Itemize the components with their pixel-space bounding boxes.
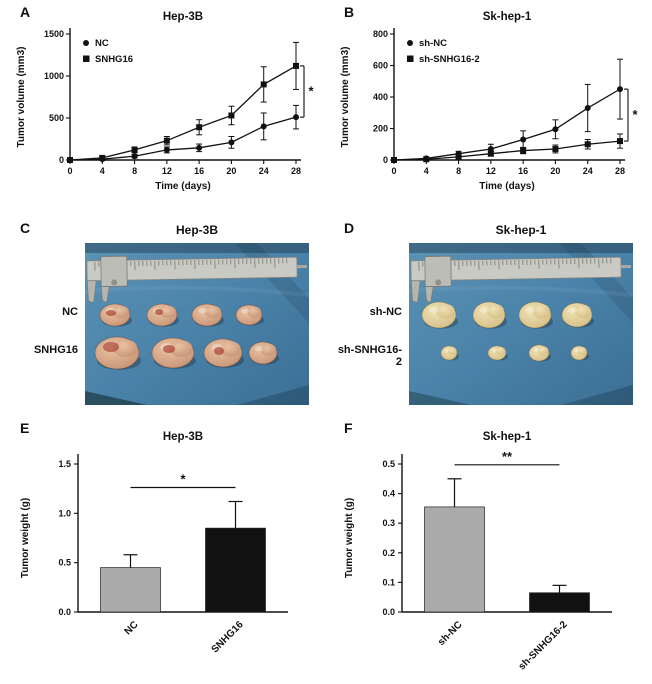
tumor-photo-skhep1 [409,243,633,405]
panel-e-letter: E [20,420,30,436]
svg-text:8: 8 [456,166,461,176]
svg-text:12: 12 [162,166,172,176]
svg-text:8: 8 [132,166,137,176]
svg-text:NC: NC [123,619,141,637]
svg-text:1.5: 1.5 [58,459,71,469]
panel-c-title: Hep-3B [175,223,218,237]
svg-text:0.2: 0.2 [382,548,395,558]
bar-chart-skhep1-tumor-weight: Sk-hep-1 0.0 0.1 0.2 0.3 0.4 0.5 Tumor weight (… [344,431,612,672]
line-chart-hep3b-tumor-volume: Hep-3B 0 500 1000 1500 0 4 8 12 16 20 24 28 Time (day… [16,11,314,192]
svg-text:28: 28 [291,166,301,176]
svg-text:0.1: 0.1 [382,577,395,587]
svg-text:600: 600 [373,61,388,71]
panel-a-letter: A [20,4,31,20]
svg-text:SNHG16: SNHG16 [210,619,246,655]
svg-text:1500: 1500 [44,29,64,39]
svg-text:16: 16 [518,166,528,176]
svg-text:Tumor volume (mm3): Tumor volume (mm3) [340,47,351,148]
panel-d: D Sk-hep-1 sh-NC sh-SNHG16-2 [336,220,640,416]
svg-text:0: 0 [391,166,396,176]
svg-text:0: 0 [383,155,388,165]
svg-text:200: 200 [373,124,388,134]
panel-c-letter: C [20,220,31,236]
svg-text:Tumor weight (g): Tumor weight (g) [20,498,31,578]
svg-text:400: 400 [373,92,388,102]
svg-text:**: ** [502,449,513,464]
svg-text:1000: 1000 [44,71,64,81]
panel-b-letter: B [344,4,355,20]
svg-text:sh-SNHG16-2: sh-SNHG16-2 [419,54,480,65]
svg-text:0.4: 0.4 [382,489,395,499]
svg-text:16: 16 [194,166,204,176]
svg-text:0.3: 0.3 [382,518,395,528]
bar-chart-hep3b-tumor-weight: Hep-3B 0.0 0.5 1.0 1.5 Tumor weight (g) NC SNHG… [20,431,288,655]
panel-f-letter: F [344,420,353,436]
svg-text:4: 4 [100,166,105,176]
svg-text:0.5: 0.5 [382,459,395,469]
svg-text:Tumor volume (mm3): Tumor volume (mm3) [16,47,27,148]
tumor-row-label-snhg16: SNHG16 [33,344,78,356]
svg-text:4: 4 [424,166,429,176]
svg-text:NC: NC [95,38,109,49]
svg-text:*: * [308,84,314,99]
svg-text:500: 500 [49,113,64,123]
panel-f: F Sk-hep-1 0.0 0.1 0.2 0.3 0.4 0.5 Tumor weight… [336,420,640,682]
svg-text:Time (days): Time (days) [155,181,210,192]
svg-text:12: 12 [486,166,496,176]
tumor-row-label-nc: NC [62,306,78,318]
svg-text:20: 20 [226,166,236,176]
svg-text:*: * [632,107,638,122]
svg-text:0.0: 0.0 [58,607,71,617]
panel-b: B Sk-hep-1 0 200 400 600 800 0 4 8 12 16 20 24 28 Time… [336,4,640,218]
svg-text:Tumor weight (g): Tumor weight (g) [344,498,355,578]
svg-text:Time (days): Time (days) [479,181,534,192]
svg-text:1.0: 1.0 [58,508,71,518]
line-chart-skhep1-tumor-volume: Sk-hep-1 0 200 400 600 800 0 4 8 12 16 20 24 28 Time (… [340,11,638,192]
svg-text:0: 0 [67,166,72,176]
svg-text:0: 0 [59,155,64,165]
svg-text:*: * [180,471,186,486]
tumor-row-label-sh-snhg16-2: sh-SNHG16-2 [337,344,402,368]
svg-text:24: 24 [259,166,269,176]
tumor-photo-skhep1-svg [409,243,633,405]
panel-d-letter: D [344,220,355,236]
svg-text:24: 24 [583,166,593,176]
svg-text:Hep-3B: Hep-3B [163,431,203,443]
svg-text:SNHG16: SNHG16 [95,54,133,65]
svg-text:800: 800 [373,29,388,39]
svg-text:Sk-hep-1: Sk-hep-1 [483,431,532,443]
panel-a: A Hep-3B 0 500 1000 1500 0 4 8 12 16 20 24 28 Time (d… [12,4,316,218]
panel-d-title: Sk-hep-1 [495,223,547,237]
svg-text:0.0: 0.0 [382,607,395,617]
svg-text:sh-NC: sh-NC [436,619,465,648]
svg-text:sh-SNHG16-2: sh-SNHG16-2 [517,619,570,672]
svg-text:0.5: 0.5 [58,558,71,568]
panel-c: C Hep-3B NC SNHG16 [12,220,316,416]
tumor-photo-hep3b-svg [85,243,309,405]
svg-text:Hep-3B: Hep-3B [163,11,203,23]
svg-text:Sk-hep-1: Sk-hep-1 [483,11,532,23]
tumor-photo-hep3b [85,243,309,405]
svg-text:sh-NC: sh-NC [419,38,447,49]
svg-text:20: 20 [550,166,560,176]
svg-text:28: 28 [615,166,625,176]
panel-e: E Hep-3B 0.0 0.5 1.0 1.5 Tumor weight (g) NC SN… [12,420,316,682]
tumor-row-label-sh-nc: sh-NC [369,306,402,318]
